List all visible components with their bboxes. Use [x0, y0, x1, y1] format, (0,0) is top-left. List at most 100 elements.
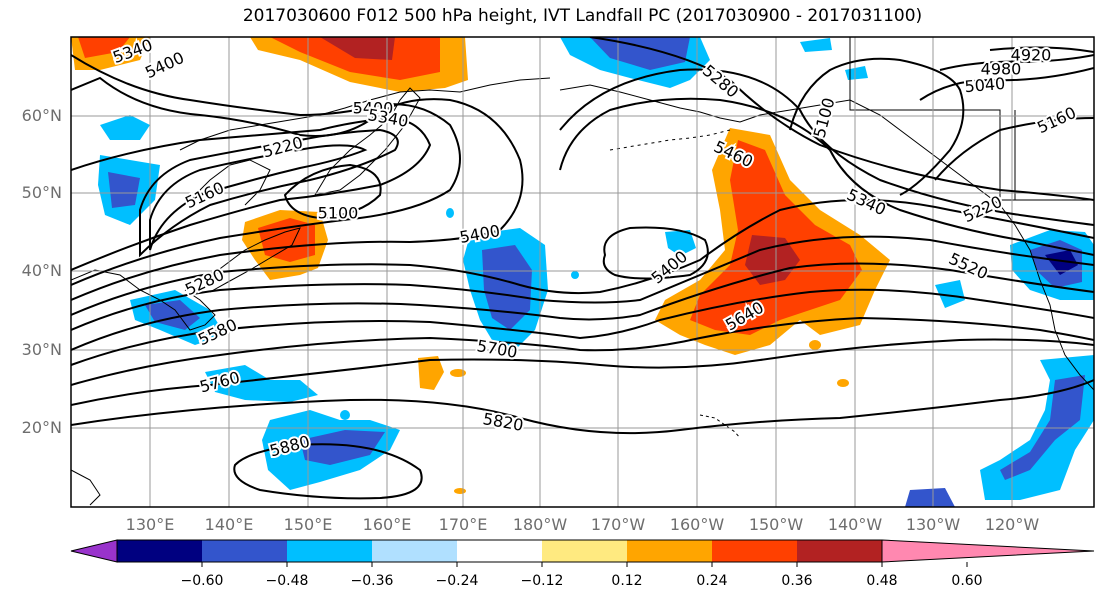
gridlines: [71, 37, 1094, 507]
colorbar-tick-label: 0.24: [696, 573, 728, 589]
latitude-label: 30°N: [21, 340, 62, 359]
map-panel: 5340540054005340522051605100540052805580…: [71, 37, 1094, 507]
positive-anomaly: [320, 37, 395, 60]
contour-label: 5400: [353, 99, 394, 118]
latitude-label: 60°N: [21, 106, 62, 125]
longitude-label: 160°W: [669, 515, 725, 534]
colorbar-segment: [117, 540, 202, 562]
longitude-label: 180°W: [512, 515, 568, 534]
map-title: 2017030600 F012 500 hPa height, IVT Land…: [242, 6, 923, 26]
contour-label: 5040: [964, 74, 1006, 96]
colorbar-tick-label: −0.36: [350, 573, 394, 589]
colorbar-segment: [542, 540, 627, 562]
negative-anomaly: [590, 37, 690, 70]
japan-coast: [204, 227, 301, 293]
asia-coast: [71, 269, 216, 331]
longitude-label: 170°E: [438, 515, 488, 534]
positive-anomaly: [450, 369, 466, 377]
longitude-label: 160°E: [362, 515, 412, 534]
colorbar-tick-label: −0.48: [265, 573, 309, 589]
contour-5280: [71, 116, 432, 271]
kamchatka-coast: [313, 87, 421, 196]
colorbar-extend-high: [881, 539, 1095, 563]
map-frame: [70, 36, 1095, 508]
contour-5460: [71, 199, 1094, 316]
contour-5520: [71, 235, 1094, 331]
colorbar-tick-label: 0.60: [951, 573, 983, 589]
longitude-label: 130°W: [905, 515, 961, 534]
negative-anomaly: [571, 271, 579, 279]
negative-anomaly: [300, 430, 385, 465]
negative-anomaly: [800, 38, 832, 52]
north-america-coast: [999, 204, 1094, 391]
longitude-label: 170°W: [590, 515, 646, 534]
colorbar-segment: [202, 540, 287, 562]
negative-anomaly: [482, 245, 532, 330]
colorbar-tick-label: −0.60: [180, 573, 224, 589]
contour-label: 5100: [318, 204, 359, 223]
contour-4980: [939, 54, 1094, 71]
longitude-label: 150°W: [748, 515, 804, 534]
contour-north-arc-3: [589, 37, 1094, 201]
contour-5580: [71, 262, 1094, 351]
negative-anomaly: [108, 172, 140, 208]
colorbar-segment: [797, 540, 882, 562]
longitude-label: 120°W: [984, 515, 1040, 534]
contour-north-arc: [559, 97, 1094, 256]
contour-5100-alaska: [789, 57, 965, 196]
colorbar-tick-label: 0.48: [866, 573, 898, 589]
colorbar-tick-label: −0.12: [520, 573, 564, 589]
contour-label: 4920: [1011, 46, 1052, 65]
positive-anomaly: [745, 235, 800, 285]
contour-north-arc-2: [559, 68, 1094, 226]
contour-5640: [71, 288, 1094, 366]
contour-5880: [233, 443, 423, 500]
latitude-label: 40°N: [21, 261, 62, 280]
aleutian-islands: [609, 129, 731, 151]
colorbar-tick-label: 0.12: [611, 573, 643, 589]
border-line: [849, 37, 1094, 201]
positive-anomaly: [270, 37, 440, 80]
negative-anomaly: [935, 280, 965, 308]
longitude-label: 130°E: [125, 515, 175, 534]
longitude-label: 150°E: [283, 515, 333, 534]
philippines-coast: [71, 469, 101, 506]
contour-5040: [919, 67, 1094, 101]
colorbar-outline: [116, 539, 883, 563]
colorbar-segment: [287, 540, 372, 562]
contour-5160: [149, 144, 368, 251]
longitude-label: 140°W: [827, 515, 883, 534]
latitude-label: 50°N: [21, 183, 62, 202]
latitude-label: 20°N: [21, 418, 62, 437]
positive-anomaly: [454, 488, 466, 494]
negative-anomaly: [665, 230, 696, 256]
hawaii-islands: [699, 414, 741, 439]
colorbar-tick-label: 0.36: [781, 573, 813, 589]
positive-anomaly: [837, 379, 849, 387]
contour-5100: [283, 163, 382, 220]
negative-anomaly: [340, 410, 350, 420]
colorbar-tick-label: −0.24: [435, 573, 479, 589]
contour-5220: [139, 128, 399, 258]
negative-anomaly: [905, 488, 955, 507]
positive-anomaly: [809, 340, 821, 350]
contour-4920: [989, 46, 1094, 53]
negative-anomaly: [205, 365, 318, 402]
siberia-coast: [179, 77, 551, 151]
contour-5160-east: [934, 117, 1094, 181]
colorbar-extend-low: [70, 539, 118, 563]
contour-5760: [71, 338, 1094, 406]
negative-anomaly: [100, 115, 150, 140]
colorbar-segment: [712, 540, 797, 562]
longitude-label: 140°E: [204, 515, 254, 534]
contour-5400-low: [602, 226, 709, 280]
negative-anomaly: [145, 300, 200, 330]
height-contours: [71, 37, 1094, 500]
contour-5340: [71, 54, 461, 286]
colorbar-segment: [627, 540, 712, 562]
colorbar-segment: [372, 540, 457, 562]
positive-anomaly: [78, 37, 130, 58]
positive-anomaly: [418, 356, 444, 390]
colorbar: [70, 539, 1095, 567]
